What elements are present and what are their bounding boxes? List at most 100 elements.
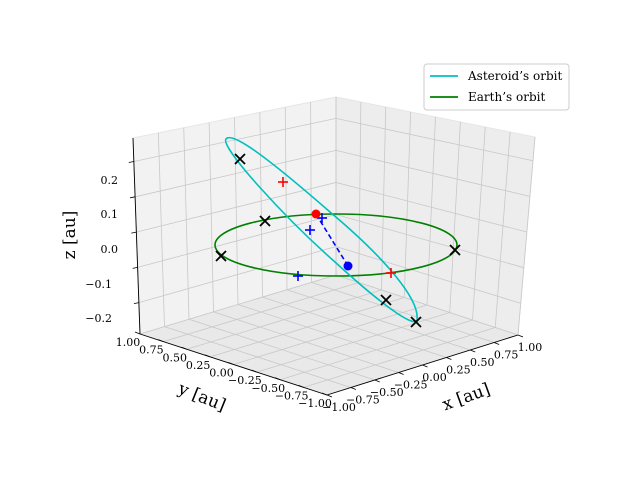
z-axis-label: z [au] [60, 211, 80, 260]
z-tick-mark [132, 266, 138, 269]
floor-gridline-y [286, 289, 471, 351]
x-tick-label: 0.00 [422, 371, 447, 384]
black-x-marker-stroke [215, 250, 227, 262]
y-wall-gridline [284, 107, 288, 290]
red-plus-marker [278, 177, 288, 187]
x-tick-mark [422, 364, 428, 368]
red-dot-marker [311, 209, 321, 219]
legend-box [423, 63, 570, 111]
black-x-marker [259, 215, 271, 227]
x-wall-gridline [494, 131, 511, 328]
blue-plus-marker [317, 213, 327, 223]
legend: Asteroid’s orbit Earth’s orbit [423, 63, 570, 111]
black-x-marker [234, 153, 246, 165]
y-axis-label: y [au] [174, 378, 228, 415]
y-tick-label: −0.50 [251, 382, 285, 395]
legend-label-asteroid: Asteroid’s orbit [467, 69, 562, 83]
y-wall-gridline [183, 127, 190, 320]
z-tick-label: −0.1 [85, 278, 112, 291]
tick-labels: 0.20.10.0−0.1−0.21.000.750.500.250.00−0.… [85, 174, 542, 414]
x-tick-label: 0.25 [446, 364, 471, 377]
x-tick-mark [398, 372, 404, 375]
y-wall-gridline [310, 102, 312, 283]
y-wall-gridline [234, 117, 239, 305]
floor-gridline-y [262, 296, 447, 358]
z-tick-mark [133, 302, 139, 305]
y-tick-mark [298, 385, 304, 388]
z-tick-label: 0.2 [101, 174, 119, 187]
floor-gridline-x [303, 327, 496, 388]
black-x-marker-stroke [410, 316, 422, 328]
x-tick-mark [374, 379, 380, 383]
floor-gridline-y [311, 281, 495, 343]
z-tick-label: −0.2 [85, 312, 112, 325]
y-tick-label: 0.25 [186, 359, 211, 372]
x-tick-label: 0.50 [470, 356, 495, 369]
y-tick-label: −0.25 [228, 374, 262, 387]
x-wall-gridline [517, 136, 536, 336]
y-tick-mark [181, 346, 187, 350]
y-tick-mark [228, 362, 234, 365]
legend-label-earth: Earth’s orbit [468, 90, 545, 104]
x-wall-gridline [403, 111, 412, 298]
markers [215, 153, 461, 328]
z-axis-line [132, 137, 141, 335]
y-tick-label: −1.00 [298, 397, 332, 410]
y-tick-mark [251, 369, 258, 373]
y-tick-mark [158, 339, 164, 342]
blue-dot-marker [343, 261, 353, 271]
x-tick-label: 0.75 [494, 349, 519, 362]
black-x-marker-stroke [380, 294, 392, 306]
x-tick-label: 1.00 [518, 341, 543, 354]
floor-gridline-y [237, 304, 423, 366]
y-tick-mark [134, 331, 141, 335]
x-tick-mark [350, 387, 357, 390]
y-tick-label: 1.00 [116, 336, 141, 349]
x-wall-gridline [381, 106, 387, 291]
z-tick-label: 0.0 [101, 243, 119, 256]
x-tick-label: −0.75 [346, 394, 380, 407]
black-x-marker [449, 244, 461, 256]
y-tick-mark [275, 377, 281, 381]
z-tick-mark [131, 231, 137, 234]
x-wall-gridline [472, 126, 486, 321]
z-tick-label: 0.1 [101, 208, 119, 221]
x-tick-mark [517, 334, 524, 338]
y-tick-mark [321, 392, 328, 396]
z-tick-mark [130, 196, 136, 199]
red-plus-marker [386, 268, 396, 278]
x-wall-gridline [449, 121, 461, 313]
black-x-marker [410, 316, 422, 328]
black-x-marker [380, 294, 392, 306]
y-wall-gridline [208, 122, 214, 312]
y-tick-mark [204, 354, 211, 358]
z-tick-mark [128, 161, 134, 163]
y-tick-label: 0.50 [163, 351, 188, 364]
x-tick-label: −0.50 [370, 386, 404, 399]
x-tick-mark [470, 349, 476, 353]
y-tick-label: 0.75 [139, 344, 164, 357]
floor-gridline-x [280, 319, 473, 381]
x-wall-gridline [426, 116, 436, 306]
earth-orbit-line [214, 213, 458, 277]
x-tick-mark [493, 342, 500, 345]
y-tick-label: 0.00 [209, 367, 234, 380]
y-wall-gridline [259, 112, 263, 298]
x-tick-mark [326, 394, 333, 398]
floor-gridline-y [335, 274, 519, 336]
x-tick-label: −1.00 [322, 401, 356, 414]
y-tick-label: −0.75 [275, 389, 309, 402]
blue-plus-marker [293, 271, 303, 281]
black-x-marker-stroke [234, 153, 246, 165]
black-x-marker [215, 250, 227, 262]
x-wall-gridline [358, 101, 362, 283]
y-wall-gridline [157, 132, 165, 327]
x-tick-mark [446, 357, 452, 360]
x-tick-label: −0.25 [394, 379, 428, 392]
black-x-marker-stroke [259, 215, 271, 227]
axes [128, 137, 524, 398]
black-x-marker-stroke [449, 244, 461, 256]
blue-plus-marker [305, 225, 315, 235]
x-axis-label: x [au] [440, 379, 493, 415]
